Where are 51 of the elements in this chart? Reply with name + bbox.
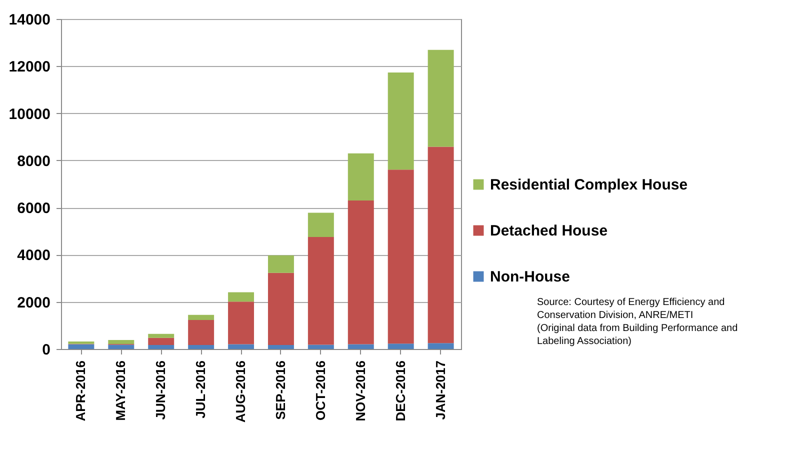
bar xyxy=(388,344,414,349)
bar xyxy=(148,334,174,338)
bar xyxy=(308,237,334,345)
y-tick-label: 14000 xyxy=(8,12,50,28)
x-tick-label: SEP-2016 xyxy=(272,360,288,420)
x-tick-label: DEC-2016 xyxy=(392,360,408,422)
bar xyxy=(348,153,374,200)
y-tick-label: 2000 xyxy=(17,294,50,312)
bar xyxy=(188,320,214,345)
bar xyxy=(428,50,454,147)
bar xyxy=(268,272,294,345)
bar xyxy=(188,344,214,349)
bar xyxy=(68,344,94,349)
x-tick-label: AUG-2016 xyxy=(233,360,248,423)
bar xyxy=(268,344,294,349)
bar xyxy=(108,344,134,349)
bar xyxy=(428,343,454,349)
bar xyxy=(148,344,174,349)
bar xyxy=(348,344,374,349)
bar xyxy=(188,314,214,320)
legend-label: Residential Complex House xyxy=(490,176,688,194)
y-tick-label: 0 xyxy=(42,342,50,358)
bar xyxy=(108,340,134,344)
x-tick-label: NOV-2016 xyxy=(352,360,368,422)
source-note: Source: Courtesy of Energy Efficiency and Conservation Division, ANRE/METI xyxy=(537,296,726,322)
bar xyxy=(268,255,294,273)
text: (Original data from Building Performance and Labeling Association) xyxy=(537,322,739,348)
legend-label: Detached House xyxy=(490,222,608,240)
y-tick-label: 4000 xyxy=(17,247,50,264)
bar xyxy=(388,170,414,344)
y-tick-label: 10000 xyxy=(8,106,50,123)
y-tick-label: 12000 xyxy=(8,58,50,76)
bar xyxy=(308,212,334,238)
bar xyxy=(308,344,334,349)
y-tick-label: 8000 xyxy=(17,152,50,170)
bar xyxy=(68,341,94,344)
x-tick-label: OCT-2016 xyxy=(312,360,328,420)
x-tick-label: MAY-2016 xyxy=(113,360,128,421)
x-tick-label: JAN-2017 xyxy=(432,360,448,420)
bar xyxy=(148,338,174,345)
legend-label: Non-House xyxy=(490,268,570,286)
bar xyxy=(388,72,414,170)
x-tick-label: JUL-2016 xyxy=(193,360,208,418)
bar xyxy=(228,302,254,344)
x-tick-label: APR-2016 xyxy=(73,360,88,422)
bar xyxy=(228,344,254,349)
bar xyxy=(428,146,454,344)
y-tick-label: 6000 xyxy=(17,200,50,218)
bar xyxy=(228,292,254,302)
bar xyxy=(348,200,374,344)
x-tick-label: JUN-2016 xyxy=(153,360,168,420)
